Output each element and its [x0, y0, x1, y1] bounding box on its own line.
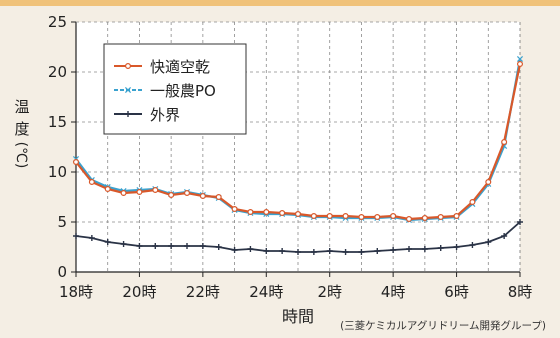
- data-point: [124, 86, 132, 94]
- data-point: [88, 179, 95, 186]
- data-point: [104, 186, 111, 193]
- data-point: [263, 248, 270, 254]
- data-point: [469, 242, 476, 248]
- y-tick-label: 25: [48, 13, 67, 31]
- data-point: [453, 244, 460, 250]
- data-point: [516, 55, 524, 63]
- data-point: [517, 219, 523, 225]
- data-point: [501, 139, 508, 146]
- y-axis-label-char: 度: [14, 120, 29, 138]
- data-point: [124, 62, 131, 69]
- data-point: [184, 243, 190, 249]
- y-tick-label: 10: [48, 163, 67, 181]
- legend-label: 外界: [150, 106, 180, 124]
- x-tick-label: 24時: [249, 283, 283, 301]
- legend-label: 一般農PO: [150, 82, 216, 100]
- data-point: [358, 249, 365, 255]
- data-point: [453, 213, 460, 220]
- data-point: [125, 111, 131, 117]
- data-point: [295, 249, 301, 255]
- data-point: [168, 192, 175, 199]
- data-point: [295, 211, 302, 218]
- data-point: [184, 190, 191, 197]
- data-point: [231, 206, 238, 213]
- data-point: [469, 199, 476, 206]
- data-point: [279, 248, 286, 254]
- x-tick-label: 18時: [59, 283, 93, 301]
- y-tick-label: 5: [57, 213, 67, 231]
- data-point: [437, 214, 444, 221]
- data-point: [516, 60, 523, 67]
- data-point: [406, 216, 413, 223]
- data-point: [374, 214, 381, 221]
- x-axis-label: 時間: [282, 307, 314, 326]
- x-tick-label: 2時: [317, 283, 342, 301]
- data-point: [263, 209, 270, 216]
- data-point: [231, 247, 238, 253]
- data-point: [136, 243, 143, 249]
- data-point: [199, 243, 206, 249]
- x-tick-label: 22時: [186, 283, 220, 301]
- y-axis-label-char: 温: [14, 98, 29, 116]
- data-point: [342, 213, 349, 220]
- x-tick-label: 20時: [122, 283, 156, 301]
- y-tick-label: 0: [57, 263, 67, 281]
- data-point: [215, 194, 222, 201]
- data-point: [168, 243, 175, 249]
- data-point: [152, 243, 159, 249]
- data-point: [374, 248, 381, 254]
- series-0: [72, 60, 523, 223]
- x-tick-label: 6時: [444, 283, 469, 301]
- data-point: [421, 246, 428, 252]
- data-point: [72, 159, 79, 166]
- data-point: [485, 239, 492, 245]
- data-point: [342, 249, 349, 255]
- data-point: [501, 233, 508, 239]
- data-point: [406, 246, 412, 252]
- y-tick-label: 15: [48, 113, 67, 131]
- data-point: [152, 187, 159, 194]
- legend-label: 快適空乾: [150, 58, 210, 76]
- data-point: [390, 213, 397, 220]
- data-point: [485, 179, 492, 186]
- source-credit: (三菱ケミカルアグリドリーム開発グループ): [340, 320, 546, 332]
- series-2: [73, 219, 523, 255]
- data-point: [136, 189, 143, 196]
- x-tick-label: 4時: [381, 283, 406, 301]
- data-point: [88, 235, 95, 241]
- data-point: [326, 248, 333, 254]
- y-tick-label: 20: [48, 63, 67, 81]
- data-point: [437, 245, 444, 251]
- data-point: [215, 244, 222, 250]
- x-tick-label: 8時: [508, 283, 533, 301]
- data-point: [310, 249, 317, 255]
- data-point: [247, 246, 254, 252]
- data-point: [358, 214, 365, 221]
- data-point: [247, 209, 254, 216]
- data-point: [390, 247, 397, 253]
- data-point: [279, 210, 286, 217]
- top-strip: [0, 0, 560, 6]
- y-axis-label-char: (℃): [13, 142, 29, 169]
- data-point: [120, 241, 127, 247]
- data-point: [120, 190, 127, 197]
- data-point: [310, 213, 317, 220]
- data-point: [199, 193, 206, 200]
- data-point: [421, 215, 428, 222]
- data-point: [326, 213, 333, 220]
- data-point: [73, 233, 79, 239]
- data-point: [104, 239, 111, 245]
